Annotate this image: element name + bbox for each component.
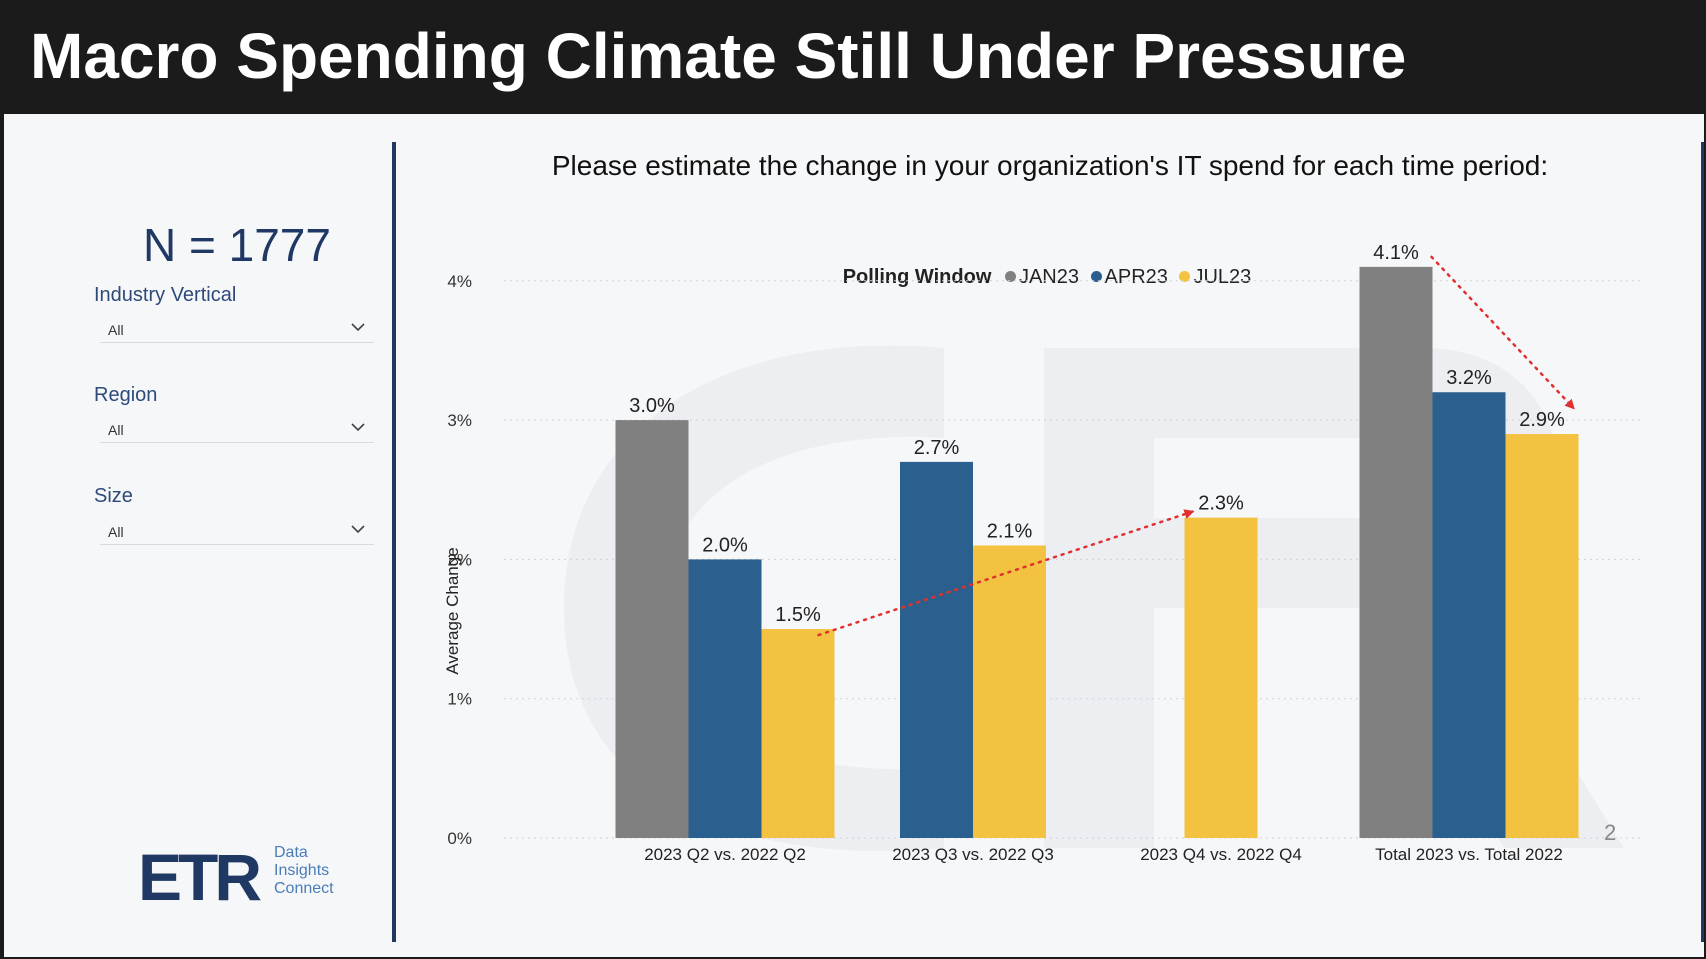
legend-item-jan23: JAN23 [1004,266,1079,288]
industry-vertical-label: Industry Vertical [94,284,237,306]
etr-logo-mark: ETR [138,840,262,914]
slide-title: Macro Spending Climate Still Under Press… [30,20,1407,92]
region-label: Region [94,384,158,406]
data-label: 3.0% [629,395,675,417]
logo-line-connect: Connect [274,880,334,897]
bar-jul23 [761,629,835,838]
etr-logo-tagline: Data Insights Connect [274,844,334,898]
legend-dot-jan23 [1004,271,1016,283]
legend-dot-apr23 [1090,271,1102,283]
bar-jul23 [973,545,1046,838]
bar-jul23 [1184,517,1258,838]
legend-label-jan23: JAN23 [1018,266,1079,288]
x-tick-label: Total 2023 vs. Total 2022 [1375,845,1563,864]
legend-label-apr23: APR23 [1104,266,1168,288]
size-value: All [108,524,124,540]
data-label: 3.2% [1446,367,1492,389]
data-label: 2.7% [914,437,960,459]
x-tick-label: 2023 Q4 vs. 2022 Q4 [1140,845,1302,864]
y-tick-label: 0% [447,829,472,848]
data-label: 1.5% [775,604,821,626]
logo-line-insights: Insights [274,862,330,879]
y-tick-label: 2% [447,550,472,569]
size-select[interactable]: All [100,518,374,545]
chevron-down-icon [351,323,365,332]
legend-item-jul23: JUL23 [1179,266,1251,288]
bar-apr23 [1432,392,1506,838]
chart-legend: Polling Window JAN23 APR23 JUL23 [400,266,1700,289]
size-label: Size [94,485,133,507]
x-tick-label: 2023 Q2 vs. 2022 Q2 [644,845,806,864]
chevron-down-icon [351,423,365,432]
filter-sidebar: N = 1777 Industry Vertical All Region Al… [4,114,392,957]
page-number: 2 [1604,820,1617,845]
slide-body: N = 1777 Industry Vertical All Region Al… [4,114,1704,957]
bar-jan23 [1359,266,1433,838]
x-tick-label: 2023 Q3 vs. 2022 Q3 [892,845,1054,864]
sample-size-label: N = 1777 [143,219,331,271]
data-label: 2.1% [987,520,1033,542]
data-label: 2.9% [1519,409,1565,431]
header-bar: Macro Spending Climate Still Under Press… [0,0,1706,114]
etr-logo: ETR Data Insights Connect [138,844,358,924]
bar-jan23 [615,420,689,838]
sidebar-divider [392,142,396,942]
chevron-down-icon [351,525,365,534]
legend-dot-jul23 [1179,271,1191,283]
region-value: All [108,422,124,438]
bar-apr23 [688,559,762,838]
data-label: 2.0% [702,534,748,556]
legend-label-jul23: JUL23 [1193,266,1252,288]
y-tick-label: 1% [447,690,472,709]
y-tick-label: 4% [447,272,472,291]
data-label: 2.3% [1198,493,1244,515]
region-select[interactable]: All [100,416,374,443]
logo-line-data: Data [274,844,308,861]
data-label: 4.1% [1373,242,1419,264]
right-edge-divider [1701,142,1704,942]
trend-arrow-q2-to-q4 [817,509,1195,637]
trend-arrow-jan-to-jul [1430,255,1575,410]
y-tick-label: 3% [447,411,472,430]
bar-jul23 [1505,434,1579,838]
legend-item-apr23: APR23 [1090,266,1168,288]
bar-chart: 0% 1% 2% 3% 4% Average Change 3.0% 2.0% 1.5% 2023… [443,242,1644,864]
industry-vertical-select[interactable]: All [100,316,374,343]
industry-vertical-value: All [108,322,124,338]
survey-question: Please estimate the change in your organ… [551,150,1549,181]
bar-apr23 [900,461,973,838]
y-axis-label: Average Change [443,547,462,674]
legend-title: Polling Window [842,266,992,288]
